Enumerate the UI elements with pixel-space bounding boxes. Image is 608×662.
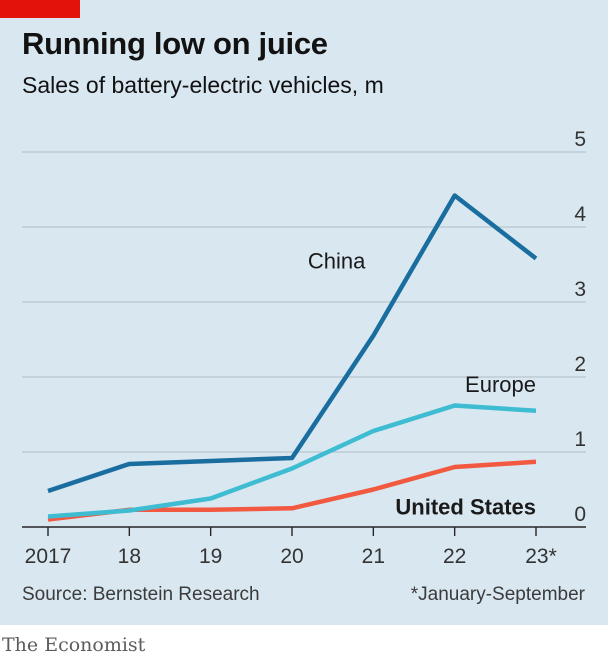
brand-red-tag [0,0,80,18]
y-tick-labels: 0 1 2 3 4 5 [574,128,586,526]
x-tick-label-4: 21 [362,545,385,568]
series-label-1: Europe [465,372,536,397]
series-lines [47,193,538,522]
series-line-1 [47,403,537,519]
x-axis: 2017 18 19 20 21 22 23* [22,526,586,568]
series-line-0 [47,193,538,494]
line-chart: 0 1 2 3 4 5 2017 18 19 20 21 22 23* China Europe Unit… [22,128,586,568]
footnote: *January-September [410,584,585,605]
x-tick-label-3: 20 [280,545,303,568]
chart-title: Running low on juice [22,26,328,61]
series-label-0: China [308,248,366,273]
x-tick-label-2: 19 [199,545,222,568]
source-note: Source: Bernstein Research [22,584,260,605]
x-tick-label-6: 23* [525,545,557,568]
y-tick-label-5: 5 [574,128,586,151]
x-tick-label-1: 18 [118,545,141,568]
x-tick-label-0: 2017 [25,545,72,568]
y-tick-label-1: 1 [574,428,586,451]
y-tick-label-2: 2 [574,353,586,376]
x-tick-label-5: 22 [443,545,466,568]
brand-wordmark: The Economist [2,634,146,656]
chart-card: Running low on juice Sales of battery-el… [0,0,608,625]
series-label-2: United States [395,494,536,519]
y-tick-label-0: 0 [574,503,586,526]
y-tick-label-3: 3 [574,278,586,301]
y-tick-label-4: 4 [574,203,586,226]
chart-subtitle: Sales of battery-electric vehicles, m [22,72,384,98]
series-labels: China Europe United States [308,248,536,519]
